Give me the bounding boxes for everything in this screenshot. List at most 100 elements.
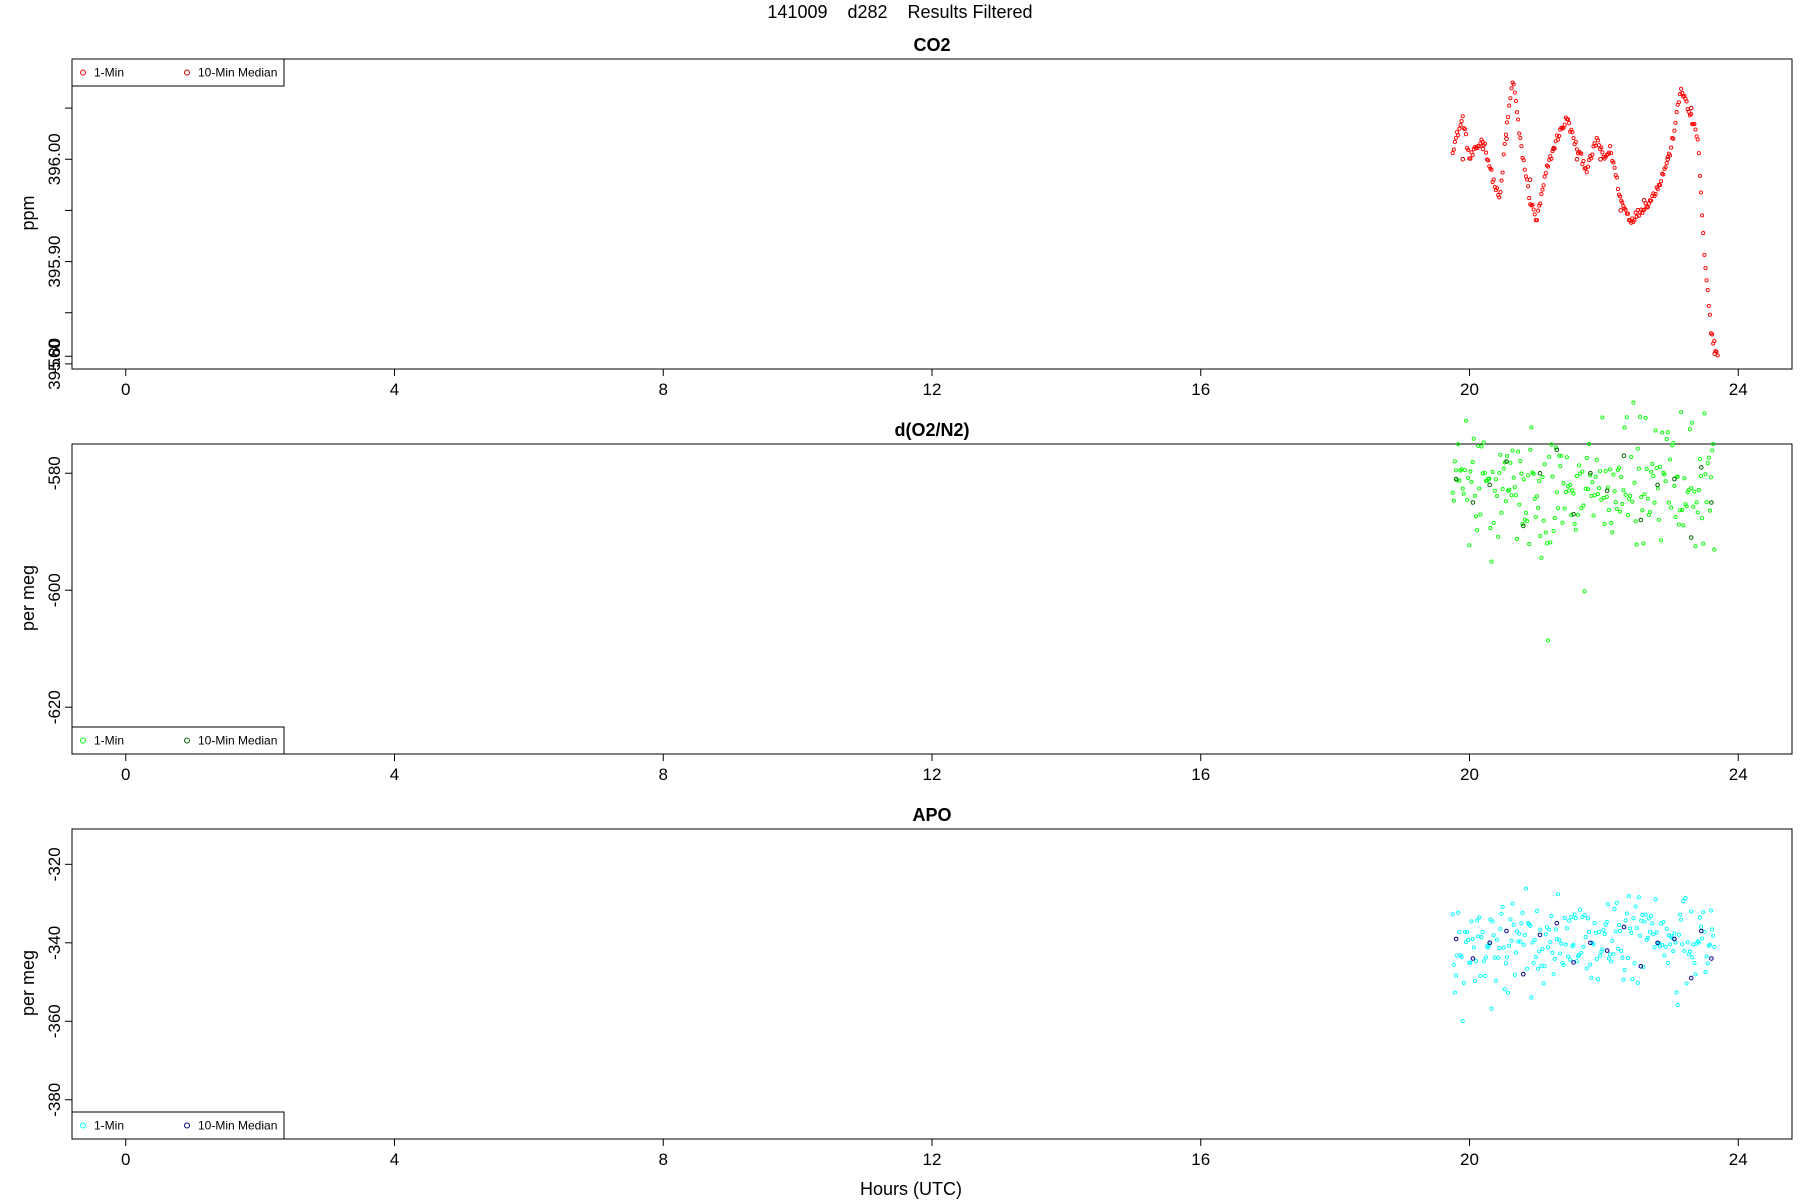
data-point — [1549, 914, 1554, 919]
data-point — [1604, 494, 1609, 499]
data-point — [1681, 899, 1686, 904]
data-point — [1650, 461, 1655, 466]
x-tick-label: 24 — [1729, 1150, 1748, 1169]
data-point — [1552, 516, 1557, 521]
data-point — [1554, 490, 1559, 495]
data-point — [1459, 119, 1464, 124]
data-point — [1665, 960, 1670, 966]
data-point — [1710, 448, 1715, 453]
data-point — [1611, 952, 1616, 957]
data-point — [1636, 895, 1641, 900]
data-point — [1494, 937, 1500, 942]
data-point — [1503, 132, 1508, 137]
data-point — [1707, 508, 1712, 513]
data-point — [1690, 955, 1695, 960]
data-point — [1542, 462, 1547, 467]
data-point — [1514, 110, 1520, 115]
data-point — [1501, 945, 1506, 950]
median-point — [1672, 936, 1677, 942]
data-point — [1543, 530, 1548, 535]
data-point — [1677, 508, 1683, 513]
data-point — [1557, 453, 1562, 458]
median-point — [1487, 940, 1492, 946]
data-point — [1508, 96, 1513, 101]
median-point — [1688, 975, 1694, 981]
data-point — [1481, 440, 1486, 445]
data-point — [1660, 942, 1665, 948]
panel-title: d(O2/N2) — [894, 420, 969, 440]
data-point — [1569, 915, 1574, 920]
data-point — [1589, 156, 1594, 161]
data-point — [1518, 135, 1523, 141]
panel-title: CO2 — [913, 35, 950, 55]
data-point — [1470, 936, 1475, 942]
data-point — [1511, 82, 1516, 87]
data-point — [1544, 925, 1549, 930]
data-point — [1565, 117, 1571, 122]
data-point — [1476, 443, 1481, 449]
data-point — [1618, 928, 1623, 934]
data-point — [1489, 167, 1494, 172]
data-point — [1664, 437, 1669, 442]
data-point — [1655, 187, 1660, 192]
data-point — [1608, 952, 1613, 957]
axes-layer: 0 4 8 12 16 20 24 -620 -600 -580 -560 — [45, 339, 1793, 784]
data-point — [1532, 496, 1537, 501]
median-point — [1699, 465, 1704, 470]
data-point — [1675, 1003, 1680, 1008]
data-point — [1583, 486, 1588, 491]
data-point — [1517, 131, 1522, 136]
data-point — [1564, 455, 1569, 460]
data-point — [1581, 944, 1586, 949]
data-point — [1682, 948, 1687, 953]
data-point — [1540, 475, 1545, 480]
data-point — [1545, 164, 1551, 169]
data-point — [1675, 474, 1680, 479]
data-point — [1585, 487, 1591, 492]
data-point — [1518, 939, 1523, 944]
data-point — [1630, 977, 1635, 982]
data-point — [1711, 442, 1716, 447]
data-point — [1522, 933, 1527, 938]
data-point — [1611, 160, 1616, 165]
data-point — [1450, 490, 1455, 495]
x-tick-label: 8 — [659, 765, 668, 784]
data-point — [1705, 288, 1710, 293]
x-tick-label: 8 — [659, 1150, 668, 1169]
data-point — [1496, 534, 1501, 539]
data-point — [1671, 136, 1676, 141]
data-point — [1624, 415, 1629, 420]
data-point — [1677, 912, 1683, 917]
data-point — [1705, 961, 1710, 966]
data-point — [1655, 486, 1660, 491]
data-point — [1693, 972, 1698, 977]
legend-label-1min: 1-Min — [94, 1119, 124, 1133]
data-point — [1513, 950, 1518, 955]
data-point — [1611, 472, 1616, 477]
data-point — [1573, 139, 1578, 144]
data-point — [1532, 212, 1537, 217]
data-point — [1594, 457, 1599, 462]
data-point — [1466, 475, 1471, 481]
data-point — [1700, 936, 1705, 941]
data-point — [1647, 509, 1653, 515]
data-point — [1567, 121, 1572, 126]
data-point — [1704, 954, 1709, 959]
data-point — [1489, 1006, 1494, 1011]
data-point — [1643, 912, 1648, 917]
data-point — [1635, 980, 1640, 985]
data-point — [1670, 936, 1675, 941]
median-point — [1453, 936, 1459, 942]
data-point — [1592, 493, 1597, 498]
median-point — [1537, 932, 1543, 938]
x-tick-label: 4 — [390, 765, 399, 784]
median-point — [1641, 197, 1647, 203]
data-point — [1563, 489, 1568, 495]
data-point — [1619, 948, 1624, 953]
data-point — [1503, 499, 1508, 504]
data-point — [1588, 962, 1593, 967]
data-point — [1523, 174, 1528, 179]
data-point — [1453, 468, 1459, 473]
x-tick-label: 8 — [659, 380, 668, 399]
data-point — [1663, 165, 1668, 170]
